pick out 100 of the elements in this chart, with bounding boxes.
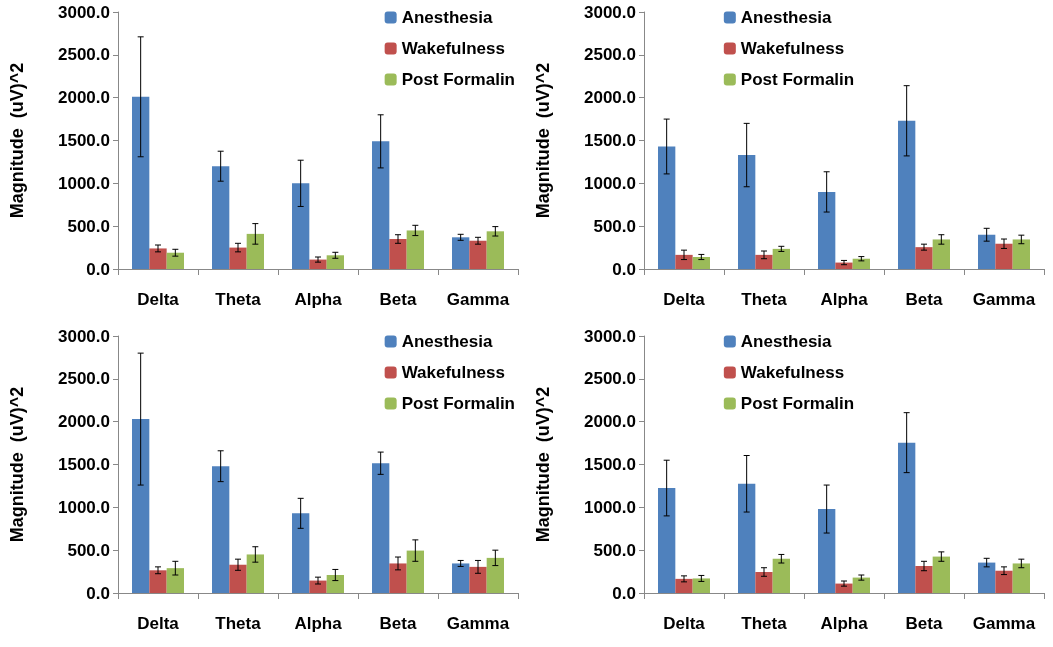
bar (818, 191, 836, 269)
legend-label: Post Formalin (401, 393, 516, 413)
bar (389, 239, 407, 269)
y-tick-label: 0.0 (612, 583, 636, 602)
bar (452, 237, 470, 269)
bar (675, 578, 693, 593)
bar (898, 442, 916, 593)
bar (995, 570, 1013, 593)
x-tick-label: Beta (379, 613, 417, 633)
bar (915, 247, 933, 269)
legend-label: Post Formalin (401, 70, 516, 89)
y-tick-label: 2000.0 (58, 411, 110, 431)
bar (292, 512, 310, 593)
bar (852, 577, 870, 593)
bar (755, 571, 773, 593)
bar (406, 550, 424, 593)
y-tick-label: 500.0 (593, 540, 636, 560)
legend-label: Post Formalin (740, 70, 855, 89)
y-axis-title: Magnitude (uV)^2 (533, 62, 553, 219)
y-tick-label: 2500.0 (584, 45, 636, 65)
bar (469, 566, 487, 593)
bar (406, 230, 424, 269)
bar (372, 141, 390, 269)
bar (675, 254, 693, 269)
y-tick-label: 2000.0 (584, 411, 636, 431)
x-tick-label: Theta (741, 613, 788, 633)
x-tick-label: Gamma (446, 290, 510, 309)
y-tick-label: 0.0 (612, 259, 636, 279)
legend-label: Wakefulness (740, 362, 845, 382)
bar (452, 562, 470, 593)
bar (772, 558, 790, 593)
bar (915, 565, 933, 593)
x-tick-label: Alpha (294, 290, 343, 309)
legend-label: Wakefulness (401, 362, 505, 382)
x-tick-label: Alpha (820, 290, 869, 309)
x-tick-label: Beta (905, 613, 943, 633)
x-tick-label: Theta (741, 290, 788, 309)
y-axis-title: Magnitude (uV)^2 (7, 62, 27, 219)
y-tick-label: 1500.0 (584, 454, 636, 474)
y-tick-label: 1500.0 (584, 131, 636, 150)
bar (149, 569, 167, 593)
x-tick-label: Beta (905, 290, 943, 309)
x-tick-label: Theta (215, 290, 262, 309)
x-tick-label: Gamma (972, 613, 1036, 633)
legend-label: Anesthesia (740, 8, 833, 27)
bar (932, 556, 950, 593)
y-tick-label: 2500.0 (58, 45, 110, 65)
bar (818, 508, 836, 593)
y-tick-label: 1500.0 (58, 454, 110, 474)
bar (309, 580, 327, 593)
bar (389, 562, 407, 593)
y-tick-label: 3000.0 (58, 2, 110, 22)
bar (149, 248, 167, 269)
bar (469, 240, 487, 269)
bar (772, 248, 790, 269)
y-tick-label: 500.0 (67, 540, 110, 560)
bar (372, 462, 390, 593)
bar (166, 567, 184, 593)
bar (246, 233, 264, 269)
bar (486, 557, 504, 593)
y-tick-label: 500.0 (593, 216, 636, 236)
y-axis-title: Magnitude (uV)^2 (533, 386, 553, 542)
y-tick-label: 0.0 (86, 583, 110, 602)
bar (978, 234, 996, 269)
bar (132, 96, 150, 269)
bar (898, 120, 916, 269)
bar (1012, 239, 1030, 269)
bar (738, 155, 756, 269)
bar (292, 183, 310, 269)
bar (326, 255, 344, 269)
y-tick-label: 2500.0 (584, 368, 636, 388)
y-tick-label: 1500.0 (58, 131, 110, 150)
bar (835, 583, 853, 593)
y-tick-label: 1000.0 (58, 173, 110, 193)
y-tick-label: 2000.0 (584, 88, 636, 108)
bar (1012, 562, 1030, 593)
legend-label: Anesthesia (401, 8, 493, 27)
bar (166, 252, 184, 269)
bar (835, 262, 853, 269)
x-tick-label: Alpha (820, 613, 869, 633)
bar (309, 259, 327, 269)
bar (755, 254, 773, 269)
bar (658, 487, 676, 593)
y-tick-label: 500.0 (67, 216, 110, 236)
y-tick-label: 0.0 (86, 259, 110, 279)
y-tick-label: 1000.0 (58, 497, 110, 517)
bar (852, 258, 870, 269)
legend-label: Wakefulness (740, 39, 845, 58)
legend-label: Post Formalin (740, 393, 855, 413)
bar (932, 239, 950, 269)
x-tick-label: Gamma (446, 613, 510, 633)
y-tick-label: 1000.0 (584, 173, 636, 193)
legend-label: Anesthesia (401, 331, 493, 351)
y-tick-label: 3000.0 (58, 326, 110, 345)
x-tick-label: Delta (137, 290, 180, 309)
x-tick-label: Delta (663, 613, 706, 633)
bar (692, 257, 710, 269)
x-tick-label: Beta (379, 290, 417, 309)
bar (246, 553, 264, 593)
y-tick-label: 2500.0 (58, 368, 110, 388)
